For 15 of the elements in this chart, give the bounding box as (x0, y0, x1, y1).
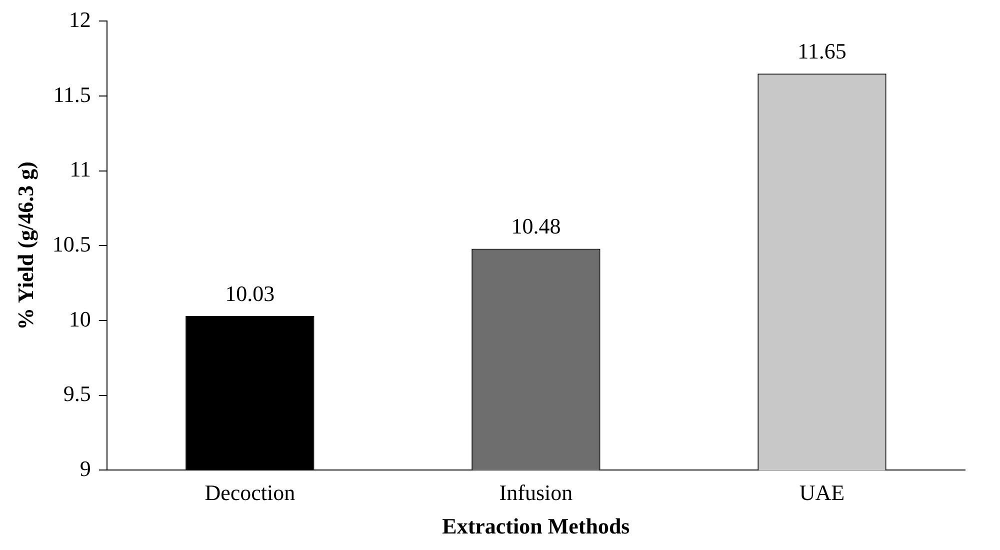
y-tick-label: 9 (80, 456, 91, 481)
y-tick-label: 11.5 (53, 82, 91, 107)
x-tick-label: Infusion (499, 480, 573, 506)
x-tick-label: Decoction (204, 480, 296, 506)
data-label: 10.03 (225, 280, 275, 306)
y-tick-label: 11 (70, 156, 91, 182)
x-tick-label: UAE (799, 480, 845, 506)
y-tick-label: 12 (68, 6, 91, 32)
data-label: 10.48 (511, 213, 561, 238)
y-tick-label: 9.5 (63, 381, 91, 406)
y-axis-title: % Yield (g/46.3 g) (12, 162, 38, 330)
x-axis-title: Extraction Methods (442, 513, 630, 538)
data-label: 11.65 (798, 38, 846, 64)
y-tick-label: 10 (68, 306, 91, 332)
y-tick-label: 10.5 (52, 231, 91, 256)
